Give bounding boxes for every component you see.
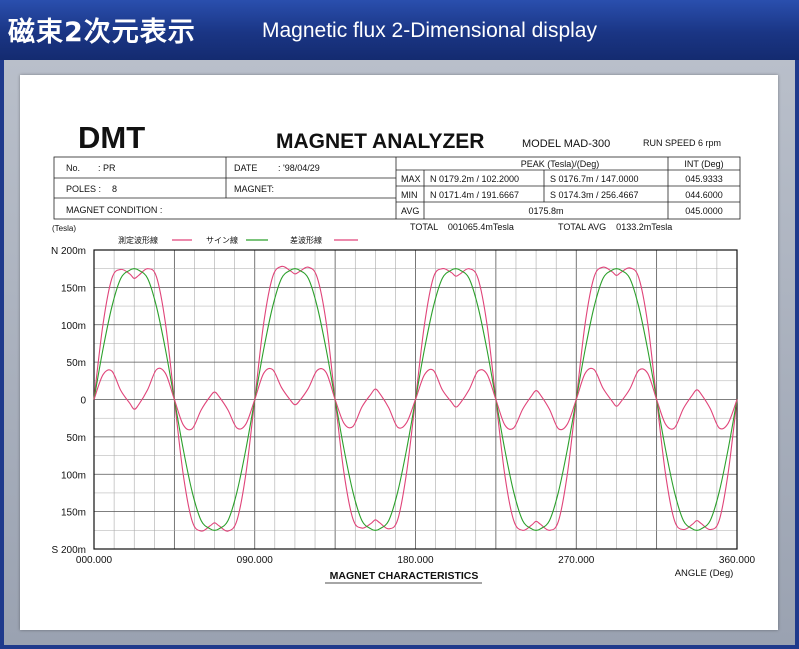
max-label: MAX <box>401 174 421 184</box>
y-tick-label: 150m <box>61 508 86 519</box>
x-axis-title: MAGNET CHARACTERISTICS <box>330 570 479 582</box>
no-label: No. <box>66 163 80 173</box>
min-s-value: S 0174.3m / 256.4667 <box>550 190 639 200</box>
magnet-chart: N 200m 150m 100m 50m 0 50m 100m 150m S 200m000.0… <box>51 246 756 566</box>
chart-legend: 測定波形線 サイン線 差波形線 <box>118 235 358 245</box>
x-tick-label: 180.000 <box>397 555 434 566</box>
y-tick-label: 100m <box>61 470 86 481</box>
magnet-label: MAGNET: <box>234 184 274 194</box>
series-difference-waveform <box>93 367 738 431</box>
no-value: : PR <box>98 163 116 173</box>
date-label: DATE <box>234 163 257 173</box>
banner-title-jp: 磁束2次元表示 <box>8 17 196 48</box>
info-table <box>53 156 741 220</box>
model-label: MODEL MAD-300 <box>522 138 610 150</box>
peak-header: PEAK (Tesla)/(Deg) <box>521 159 600 169</box>
int-header: INT (Deg) <box>684 159 723 169</box>
y-tick-label: 100m <box>61 321 86 332</box>
total-value: TOTAL 001065.4mTesla <box>410 222 514 232</box>
avg-label: AVG <box>401 206 419 216</box>
avg-int-value: 045.0000 <box>685 206 723 216</box>
banner-title-en: Magnetic flux 2-Dimensional display <box>262 19 597 42</box>
min-label: MIN <box>401 190 418 200</box>
min-n-value: N 0171.4m / 191.6667 <box>430 190 519 200</box>
x-tick-label: 000.000 <box>76 555 113 566</box>
y-tick-label: S 200m <box>52 545 86 556</box>
x-tick-label: 360.000 <box>719 555 756 566</box>
y-tick-label: 0 <box>80 396 86 407</box>
min-int-value: 044.6000 <box>685 190 723 200</box>
title-banner: 磁束2次元表示 Magnetic flux 2-Dimensional disp… <box>0 0 799 60</box>
max-int-value: 045.9333 <box>685 174 723 184</box>
x-axis-label: ANGLE (Deg) <box>675 568 734 579</box>
legend-label-sine: サイン線 <box>206 235 238 245</box>
legend-label-diff: 差波形線 <box>290 235 322 245</box>
analyzer-printout: DMT MAGNET ANALYZER MODEL MAD-300 RUN SP… <box>20 75 778 630</box>
poles-value: 8 <box>112 184 117 194</box>
y-tick-label: 50m <box>67 358 86 369</box>
avg-value: 0175.8m <box>528 206 563 216</box>
y-tick-label: 150m <box>61 283 86 294</box>
brand-logo: DMT <box>78 120 145 155</box>
report-title: MAGNET ANALYZER <box>276 130 484 153</box>
y-tick-label: N 200m <box>51 246 86 257</box>
legend-label-measured: 測定波形線 <box>118 235 158 245</box>
poles-label: POLES : <box>66 184 101 194</box>
max-s-value: S 0176.7m / 147.0000 <box>550 174 639 184</box>
run-speed-label: RUN SPEED 6 rpm <box>643 138 721 148</box>
unit-label: (Tesla) <box>52 224 76 233</box>
y-tick-label: 50m <box>67 433 86 444</box>
magnet-condition-label: MAGNET CONDITION : <box>66 205 162 215</box>
max-n-value: N 0179.2m / 102.2000 <box>430 174 519 184</box>
x-tick-label: 270.000 <box>558 555 595 566</box>
date-value: : '98/04/29 <box>278 163 320 173</box>
x-tick-label: 090.000 <box>237 555 274 566</box>
total-avg-value: TOTAL AVG 0133.2mTesla <box>558 222 672 232</box>
